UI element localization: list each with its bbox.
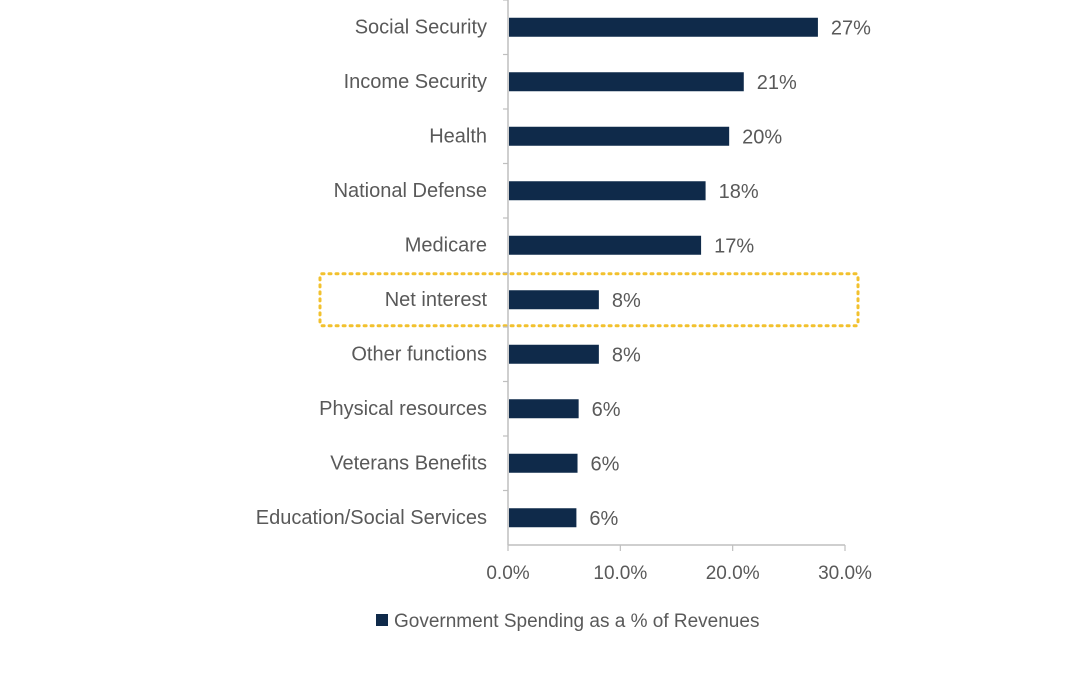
x-tick-label: 10.0% xyxy=(593,563,647,584)
legend-label: Government Spending as a % of Revenues xyxy=(394,611,759,632)
data-label: 21% xyxy=(757,72,797,94)
category-label: Education/Social Services xyxy=(256,507,487,529)
x-tick-label: 0.0% xyxy=(486,563,529,584)
bar-veterans-benefits xyxy=(509,453,578,473)
bar-net-interest xyxy=(509,290,599,310)
data-label: 6% xyxy=(591,453,620,475)
category-label: Social Security xyxy=(355,16,487,38)
bar-national-defense xyxy=(509,181,706,201)
bar-income-security xyxy=(509,72,744,92)
bar-health xyxy=(509,126,730,146)
x-tick-label: 20.0% xyxy=(706,563,760,584)
category-label: Other functions xyxy=(351,343,487,365)
data-label: 27% xyxy=(831,17,871,39)
category-label: Net interest xyxy=(385,289,488,311)
bar-education-social-services xyxy=(509,508,577,528)
data-label: 8% xyxy=(612,344,641,366)
data-label: 8% xyxy=(612,290,641,312)
category-label: Physical resources xyxy=(319,398,487,420)
legend-swatch xyxy=(376,614,388,626)
legend: Government Spending as a % of Revenues xyxy=(376,611,759,632)
category-label: Health xyxy=(429,125,487,147)
category-label: Veterans Benefits xyxy=(330,452,487,474)
data-label: 6% xyxy=(589,508,618,530)
data-label: 18% xyxy=(719,181,759,203)
highlight-box xyxy=(318,272,860,328)
data-label: 17% xyxy=(714,235,754,257)
category-label: Income Security xyxy=(344,71,487,93)
category-label: Medicare xyxy=(405,234,487,256)
data-label: 6% xyxy=(592,399,621,421)
x-tick-label: 30.0% xyxy=(818,563,872,584)
bar-physical-resources xyxy=(509,399,579,419)
bar-medicare xyxy=(509,235,702,255)
bar-social-security xyxy=(509,17,818,37)
category-label: National Defense xyxy=(334,180,487,202)
bar-other-functions xyxy=(509,344,599,364)
data-label: 20% xyxy=(742,126,782,148)
